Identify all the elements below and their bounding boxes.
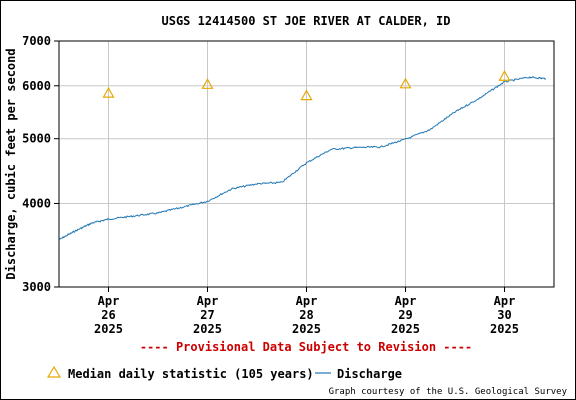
x-tick-label: Apr xyxy=(197,294,219,308)
x-tick-label: 30 xyxy=(497,308,511,322)
median-point xyxy=(399,77,412,89)
x-tick-label: 2025 xyxy=(94,322,123,336)
x-tick-label: Apr xyxy=(98,294,120,308)
median-point xyxy=(498,69,511,81)
grid xyxy=(59,40,554,288)
y-tick-label: 6000 xyxy=(22,79,51,93)
x-axis: Apr262025Apr272025Apr282025Apr292025Apr3… xyxy=(94,287,519,336)
provisional-notice: ---- Provisional Data Subject to Revisio… xyxy=(140,340,472,354)
y-tick-label: 4000 xyxy=(22,196,51,210)
y-axis-label: Discharge, cubic feet per second xyxy=(4,48,18,279)
x-tick-label: 27 xyxy=(200,308,214,322)
y-axis: 3000 4000 5000 6000 7000 xyxy=(22,34,59,294)
series-layer xyxy=(58,69,547,241)
y-tick-label: 5000 xyxy=(22,132,51,146)
credit-text: Graph courtesy of the U.S. Geological Su… xyxy=(329,387,568,397)
x-tick-label: 2025 xyxy=(391,322,420,336)
legend-triangle-icon xyxy=(46,365,62,378)
x-tick-label: Apr xyxy=(494,294,516,308)
chart-title: USGS 12414500 ST JOE RIVER AT CALDER, ID xyxy=(162,14,451,28)
x-tick-label: 29 xyxy=(398,308,412,322)
y-tick-label: 3000 xyxy=(22,280,51,294)
median-point xyxy=(102,86,115,98)
x-tick-label: 28 xyxy=(299,308,313,322)
y-tick-label: 7000 xyxy=(22,34,51,48)
x-tick-label: Apr xyxy=(296,294,318,308)
x-tick-label: 2025 xyxy=(292,322,321,336)
legend: Median daily statistic (105 years) Disch… xyxy=(46,365,402,381)
x-tick-label: 2025 xyxy=(490,322,519,336)
legend-median-label: Median daily statistic (105 years) xyxy=(68,367,314,381)
legend-discharge-label: Discharge xyxy=(337,367,402,381)
x-tick-label: 26 xyxy=(101,308,115,322)
median-point xyxy=(201,78,214,89)
x-tick-label: 2025 xyxy=(193,322,222,336)
x-tick-label: Apr xyxy=(395,294,417,308)
median-point xyxy=(300,89,313,101)
discharge-series-line xyxy=(58,75,547,241)
